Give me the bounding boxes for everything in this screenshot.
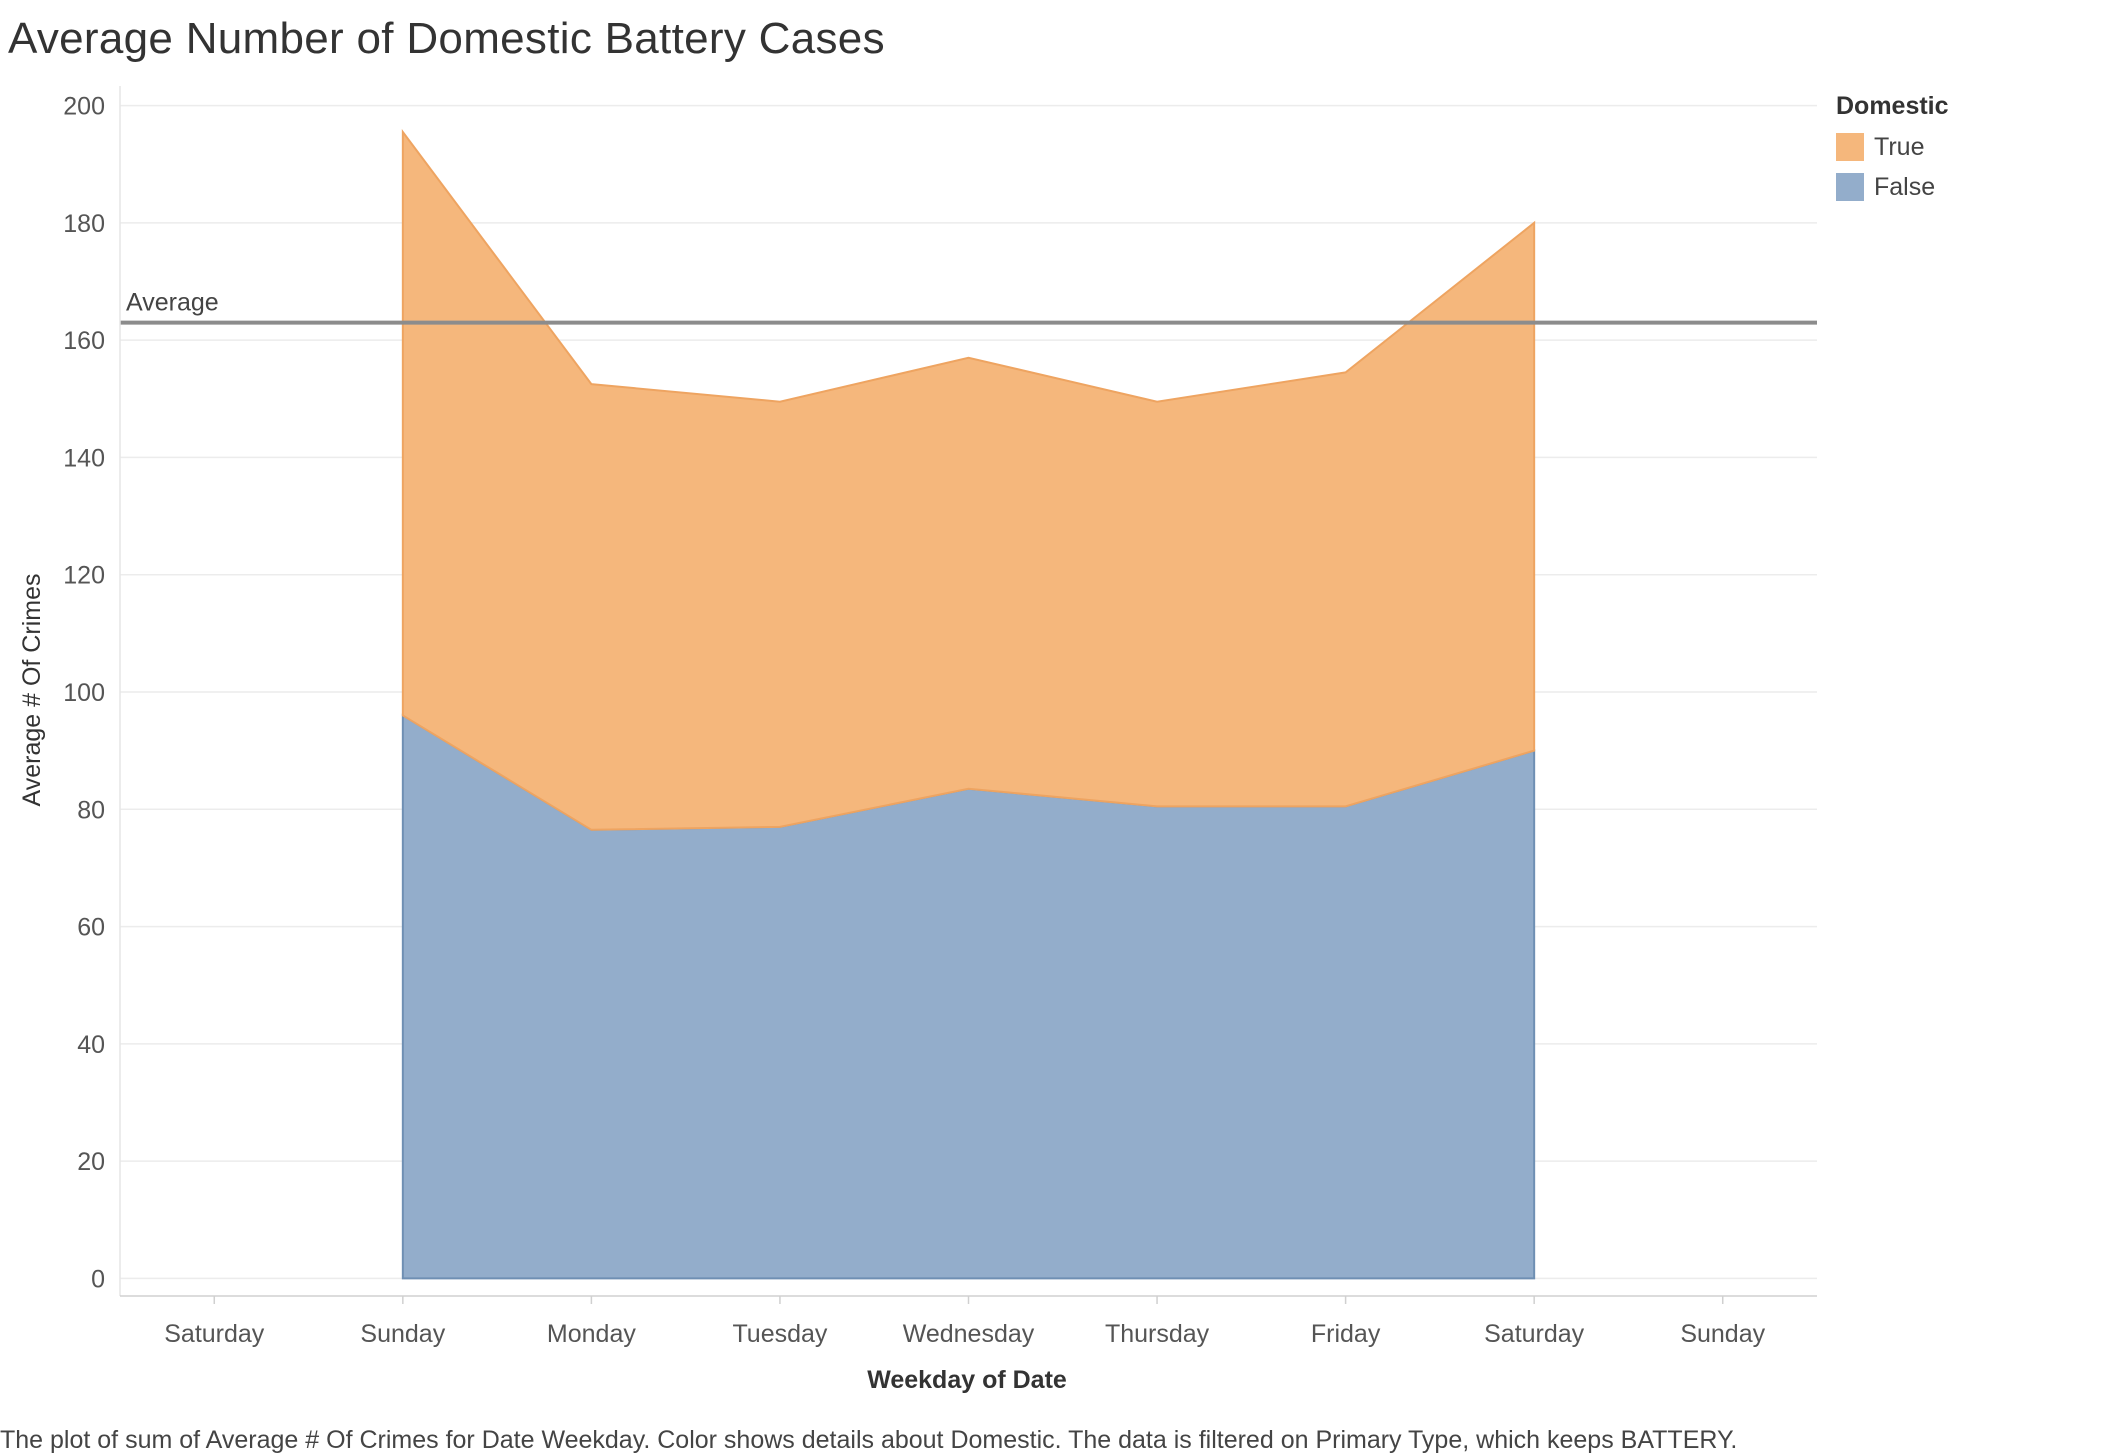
legend-swatch-false	[1836, 173, 1864, 201]
chart-title: Average Number of Domestic Battery Cases	[8, 14, 885, 63]
average-reference-label: Average	[126, 289, 219, 317]
legend: Domestic True False	[1836, 92, 1949, 207]
legend-swatch-true	[1836, 133, 1864, 161]
y-tick-label: 200	[63, 93, 105, 121]
legend-title: Domestic	[1836, 92, 1949, 120]
y-tick-label: 160	[63, 327, 105, 355]
y-tick-label: 100	[63, 679, 105, 707]
x-tick-label: Sunday	[360, 1320, 445, 1348]
x-tick-label: Saturday	[1484, 1320, 1585, 1348]
x-tick-label: Saturday	[164, 1320, 265, 1348]
x-tick-label: Friday	[1311, 1320, 1381, 1348]
y-tick-label: 140	[63, 444, 105, 472]
x-axis-title: Weekday of Date	[867, 1366, 1067, 1394]
x-tick-label: Thursday	[1105, 1320, 1210, 1348]
x-tick-label: Sunday	[1680, 1320, 1765, 1348]
y-tick-label: 0	[91, 1265, 105, 1293]
area-series-true[interactable]	[401, 128, 1536, 831]
legend-label-true: True	[1874, 132, 1925, 161]
legend-item-true[interactable]: True	[1836, 127, 1949, 167]
reference-line-group: Average	[120, 289, 1817, 325]
x-tick-label: Monday	[547, 1320, 636, 1348]
x-tick-label: Wednesday	[903, 1320, 1035, 1348]
y-tick-label: 180	[63, 210, 105, 238]
y-tick-label: 80	[77, 796, 105, 824]
y-tick-label: 40	[77, 1031, 105, 1059]
y-tick-label: 120	[63, 562, 105, 590]
x-tick-label: Tuesday	[732, 1320, 827, 1348]
y-tick-label: 60	[77, 914, 105, 942]
chart-caption: The plot of sum of Average # Of Crimes f…	[0, 1426, 1738, 1454]
y-tick-label: 20	[77, 1148, 105, 1176]
legend-label-false: False	[1874, 172, 1936, 201]
y-axis-title: Average # Of Crimes	[18, 574, 46, 807]
legend-item-false[interactable]: False	[1836, 167, 1949, 207]
axes: 0 20 40 60 80 100 120 140 160 180 200 Saturday Sunda…	[63, 86, 1817, 1348]
area-series	[401, 128, 1536, 1280]
